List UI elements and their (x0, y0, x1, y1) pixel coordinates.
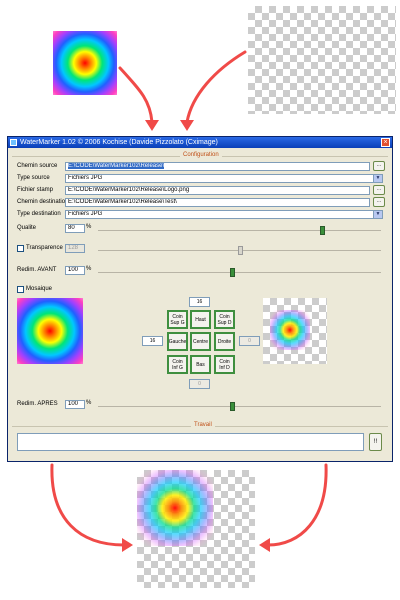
chemin-source-field[interactable]: E:\CODE\WaterMarker102\Release\ (65, 162, 370, 171)
offset-top-input[interactable]: 16 (189, 297, 210, 307)
mosaique-label: Mosaique (26, 286, 53, 292)
redim-apres-input[interactable]: 100 (65, 400, 85, 409)
run-button[interactable]: !! (369, 433, 382, 451)
chemin-destination-label: Chemin destination (17, 199, 69, 205)
arrow-right-bottom-head (259, 538, 270, 552)
redim-apres-label: Redim. APRES (17, 401, 58, 407)
arrow-left-bottom (50, 463, 126, 547)
position-coin-inf-g-button[interactable]: Coin Inf G (167, 355, 188, 374)
arrow-left-top (118, 66, 154, 124)
redim-apres-slider-thumb[interactable] (230, 402, 235, 411)
fichier-stamp-value: E:\CODE\WaterMarker102\Release\Logo.png (68, 187, 190, 193)
transparence-input[interactable]: 128 (65, 244, 85, 253)
redim-apres-unit: % (86, 400, 92, 406)
fichier-stamp-label: Fichier stamp (17, 187, 54, 193)
redim-avant-unit: % (86, 266, 92, 272)
qualite-slider-track[interactable] (98, 230, 381, 231)
arrows-bottom (50, 463, 328, 552)
offset-bottom-input[interactable]: 0 (189, 379, 210, 389)
stamp-preview (17, 298, 83, 364)
qualite-unit: % (86, 224, 92, 230)
qualite-label: Qualite (17, 225, 37, 231)
redim-avant-slider-thumb[interactable] (230, 268, 235, 277)
transparence-label: Transparence (26, 245, 63, 251)
position-haut-button[interactable]: Haut (190, 310, 211, 329)
type-source-select[interactable]: Fichiers JPG ▼ (65, 174, 383, 183)
travail-progress-bar (17, 433, 364, 451)
mosaique-checkbox[interactable] (17, 286, 24, 293)
fichier-stamp-field[interactable]: E:\CODE\WaterMarker102\Release\Logo.png (65, 186, 370, 195)
qualite-slider-thumb[interactable] (320, 226, 325, 235)
transparence-checkbox[interactable] (17, 245, 24, 252)
position-droite-button[interactable]: Droite (214, 332, 235, 351)
redim-apres-slider-track[interactable] (98, 406, 381, 407)
chemin-source-label: Chemin source (17, 163, 58, 169)
arrow-right-top (185, 50, 247, 124)
chemin-destination-field[interactable]: E:\CODE\WaterMarker102\Release\Test\ (65, 198, 370, 207)
chevron-down-icon[interactable]: ▼ (373, 175, 382, 182)
redim-avant-input[interactable]: 100 (65, 266, 85, 275)
type-destination-label: Type destination (17, 211, 61, 217)
close-icon[interactable]: × (381, 138, 390, 147)
arrow-right-top-head (180, 120, 194, 131)
fichier-stamp-browse-button[interactable]: ... (373, 185, 385, 195)
chemin-destination-value: E:\CODE\WaterMarker102\Release\Test\ (68, 199, 177, 205)
result-preview (263, 298, 327, 364)
window-title: WaterMarker 1.02 © 2006 Kochise (Davide … (20, 139, 218, 146)
type-source-value: Fichiers JPG (68, 175, 103, 181)
output-image-preview (137, 470, 255, 588)
position-bas-button[interactable]: Bas (190, 355, 211, 374)
transparence-slider-thumb[interactable] (238, 246, 243, 255)
travail-group-title: Travail (191, 422, 215, 428)
qualite-input[interactable]: 80 (65, 224, 85, 233)
result-stamp (270, 310, 310, 350)
output-stamp (137, 470, 213, 546)
arrows-top (118, 50, 247, 131)
arrow-left-top-head (145, 120, 159, 131)
offset-left-input[interactable]: 16 (142, 336, 163, 346)
stamp-image-preview (53, 31, 117, 95)
position-gauche-button[interactable]: Gauche (167, 332, 188, 351)
position-coin-sup-d-button[interactable]: Coin Sup D (214, 310, 235, 329)
chemin-destination-browse-button[interactable]: ... (373, 197, 385, 207)
redim-avant-slider-track[interactable] (98, 272, 381, 273)
chemin-source-value: E:\CODE\WaterMarker102\Release\ (68, 163, 165, 169)
type-source-label: Type source (17, 175, 50, 181)
title-bar: WaterMarker 1.02 © 2006 Kochise (Davide … (8, 137, 392, 148)
arrow-left-bottom-head (122, 538, 133, 552)
configuration-group-title: Configuration (180, 152, 222, 158)
watermarker-window: WaterMarker 1.02 © 2006 Kochise (Davide … (7, 136, 393, 462)
arrow-right-bottom (266, 463, 328, 547)
position-coin-sup-g-button[interactable]: Coin Sup G (167, 310, 188, 329)
watermarker-icon (10, 139, 17, 146)
chemin-source-browse-button[interactable]: ... (373, 161, 385, 171)
type-destination-select[interactable]: Fichiers JPG ▼ (65, 210, 383, 219)
position-coin-inf-d-button[interactable]: Coin Inf D (214, 355, 235, 374)
redim-avant-label: Redim. AVANT (17, 267, 57, 273)
transparent-canvas-preview (248, 6, 396, 114)
chevron-down-icon[interactable]: ▼ (373, 211, 382, 218)
position-centre-button[interactable]: Centre (190, 332, 211, 351)
offset-right-input[interactable]: 0 (239, 336, 260, 346)
type-destination-value: Fichiers JPG (68, 211, 103, 217)
